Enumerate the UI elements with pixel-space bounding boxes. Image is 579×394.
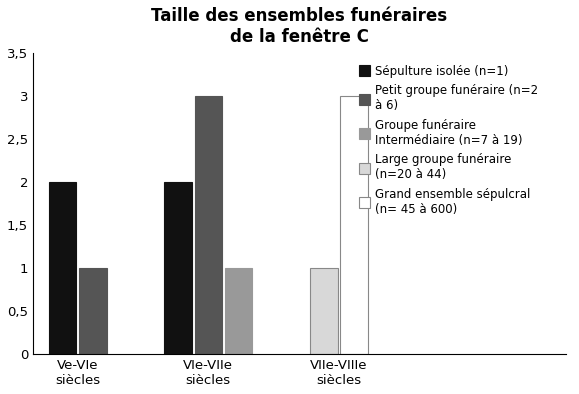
Bar bbox=[195, 96, 222, 354]
Bar bbox=[49, 182, 76, 354]
Bar bbox=[225, 268, 252, 354]
Title: Taille des ensembles funéraires
de la fenêtre C: Taille des ensembles funéraires de la fe… bbox=[151, 7, 448, 46]
Bar bbox=[340, 96, 368, 354]
Bar bbox=[310, 268, 338, 354]
Legend: Sépulture isolée (n=1), Petit groupe funéraire (n=2
à 6), Groupe funéraire
Inter: Sépulture isolée (n=1), Petit groupe fun… bbox=[358, 65, 538, 216]
Bar bbox=[79, 268, 107, 354]
Bar bbox=[164, 182, 192, 354]
